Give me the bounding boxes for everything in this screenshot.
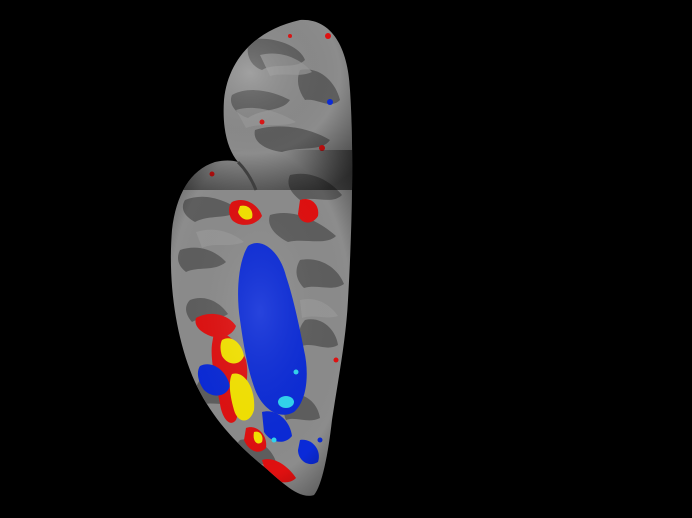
sulcal-pattern: [170, 19, 353, 496]
lobe-crease: [236, 160, 258, 191]
